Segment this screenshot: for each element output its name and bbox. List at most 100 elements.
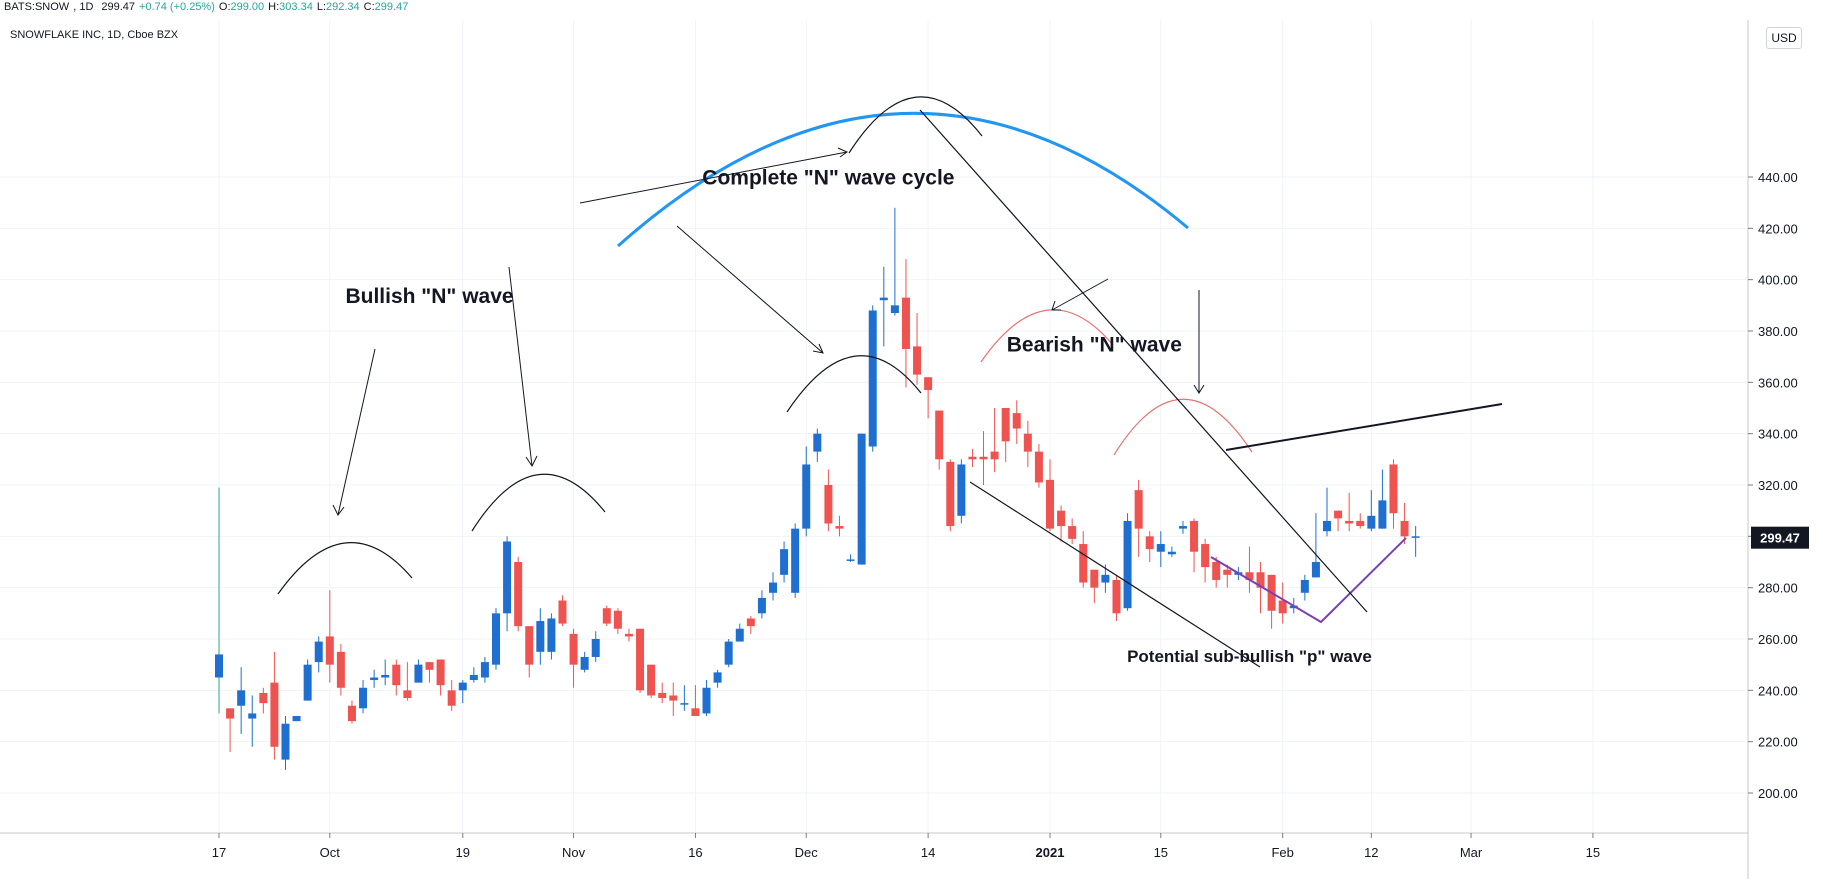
bearish-arc-2	[1113, 398, 1253, 456]
price-tick-label: 360.00	[1758, 375, 1798, 390]
candle	[248, 695, 257, 747]
annotation-labels: Complete "N" wave cycle Bullish "N" wave B…	[345, 167, 1371, 666]
candle	[547, 613, 556, 660]
candle	[580, 651, 589, 673]
candle-body	[835, 526, 844, 529]
candle-body	[957, 464, 966, 516]
candle-body	[370, 677, 379, 681]
candle-body	[713, 672, 722, 683]
candle-body	[602, 608, 611, 624]
candle	[613, 608, 622, 634]
candle-body	[359, 687, 368, 709]
time-tick-label: 15	[1154, 845, 1168, 860]
candle	[702, 680, 711, 716]
candle-body	[1167, 551, 1176, 555]
candle	[414, 659, 423, 683]
candle	[935, 410, 944, 470]
candle	[1057, 505, 1066, 542]
candle-body	[237, 690, 246, 706]
candle	[1356, 513, 1365, 529]
candle	[469, 667, 478, 683]
candle-body	[901, 297, 910, 349]
symbol-label[interactable]: BATS:SNOW, 1D	[4, 1, 94, 13]
candle	[857, 433, 866, 565]
candle-body	[458, 682, 467, 691]
candle-body	[979, 456, 988, 460]
time-tick-label: 17	[212, 845, 226, 860]
candle-body	[857, 433, 866, 565]
candle	[846, 554, 855, 562]
candle	[824, 469, 833, 532]
candle	[1123, 513, 1132, 611]
candle	[735, 623, 744, 642]
candle-body	[336, 651, 345, 688]
open-label: O:	[218, 1, 231, 13]
candle-body	[890, 305, 899, 314]
candles	[215, 207, 1420, 770]
price-tick-label: 340.00	[1758, 427, 1798, 442]
candle-body	[303, 664, 312, 701]
candle	[1178, 520, 1187, 534]
candle	[1012, 400, 1021, 444]
candle-body	[946, 461, 955, 527]
candle	[1323, 487, 1331, 537]
candle	[1068, 518, 1077, 545]
open-value: 299.00	[230, 1, 265, 13]
n-cycle-arc	[617, 111, 1189, 248]
candle	[314, 636, 323, 673]
candle-body	[1145, 536, 1154, 550]
candle-body	[791, 528, 800, 593]
candle	[226, 708, 235, 752]
last-price-tag: 299.47	[1751, 526, 1809, 549]
candle	[769, 572, 777, 601]
candle-body	[724, 641, 733, 665]
candle	[890, 207, 899, 316]
currency-button[interactable]: USD	[1766, 27, 1802, 49]
candle-body	[924, 377, 933, 391]
annotation-label: Bearish "N" wave	[1007, 334, 1182, 357]
candle	[1367, 490, 1376, 532]
time-tick-label: 16	[688, 845, 702, 860]
candle-body	[1223, 569, 1232, 575]
candle	[536, 608, 545, 665]
candle-body	[569, 633, 578, 665]
candle	[447, 680, 456, 711]
candle-body	[769, 582, 777, 593]
candle-body	[281, 723, 290, 760]
candle	[458, 680, 467, 704]
candle	[1278, 582, 1287, 624]
candle	[780, 541, 789, 583]
candle	[957, 459, 966, 524]
candle	[990, 407, 999, 473]
wave-arc-4	[848, 96, 983, 154]
time-axis[interactable]: 17 Oct 19 Nov 16 Dec 14 2021 15 Feb 12 Mar 15	[212, 833, 1600, 860]
candle-body	[1101, 574, 1110, 583]
candle	[658, 682, 667, 704]
candle	[492, 608, 500, 670]
candle	[215, 487, 223, 714]
candle	[946, 459, 955, 532]
candle-body	[658, 692, 667, 699]
candle-body	[868, 310, 877, 447]
candle	[1034, 443, 1043, 488]
candle-body	[215, 654, 223, 678]
close-value: 299.47	[374, 1, 409, 13]
price-axis[interactable]: 200.00220.00240.00260.00280.00300.00320.…	[1748, 170, 1798, 801]
candle	[370, 669, 379, 688]
candle-body	[1356, 520, 1365, 527]
candle	[347, 700, 356, 724]
candle	[791, 523, 800, 598]
pointer-arrows	[332, 147, 1205, 516]
candle	[359, 680, 368, 714]
candle-body	[746, 618, 755, 627]
candle	[813, 428, 822, 462]
candle-body	[1034, 451, 1043, 483]
drawing-layer	[277, 96, 1503, 668]
price-tick-label: 440.00	[1758, 170, 1798, 185]
candle-body	[580, 656, 589, 670]
candle	[1156, 531, 1165, 568]
candle	[503, 536, 512, 632]
